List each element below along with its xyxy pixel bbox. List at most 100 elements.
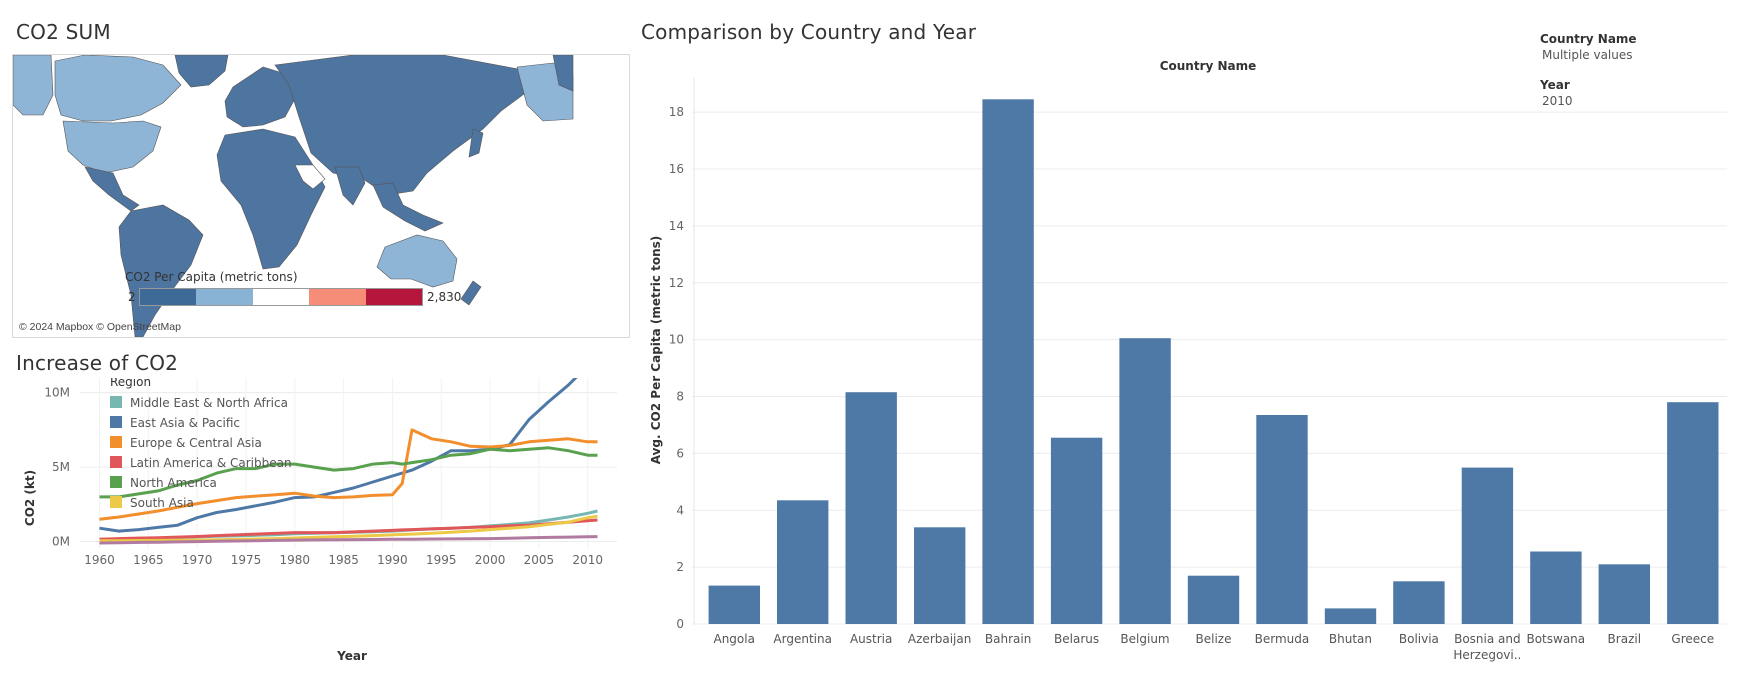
series-line[interactable] [99, 446, 598, 499]
legend-swatch [110, 476, 122, 488]
x-tick-label: Bahrain [985, 632, 1031, 646]
series-line[interactable] [99, 428, 598, 521]
map-region-new-zealand [460, 280, 482, 306]
x-tick-label: 1970 [182, 553, 213, 567]
filter-value[interactable]: Multiple values [1542, 48, 1633, 62]
bar[interactable] [1461, 467, 1514, 624]
line-chart[interactable]: 0M 5M 10M 1960 1965 1970 1975 1980 1985 1990 1995… [0, 378, 630, 673]
bar-panel-title: Comparison by Country and Year [641, 20, 977, 44]
bar[interactable] [1530, 551, 1582, 625]
legend-label[interactable]: South Asia [130, 496, 194, 510]
line-chart-x-ticks: 1960 1965 1970 1975 1980 1985 1990 1995 2000 2005… [84, 553, 603, 567]
series-line[interactable] [99, 535, 598, 545]
line-chart-grid [80, 378, 617, 549]
x-tick-label: Brazil [1608, 632, 1642, 646]
line-chart-x-label: Year [336, 649, 367, 663]
bar-chart[interactable]: Country Name 0 2 4 6 8 10 12 14 16 18 Angola Argen… [640, 56, 1730, 674]
bar[interactable] [1256, 415, 1308, 624]
map-region-india [334, 166, 366, 206]
y-tick-label: 6 [676, 446, 684, 460]
y-tick-label: 16 [669, 162, 684, 176]
x-tick-label: Bermuda [1255, 632, 1310, 646]
y-tick-label: 10M [44, 386, 70, 400]
x-tick-label: 2005 [524, 553, 555, 567]
x-tick-label: Austria [850, 632, 892, 646]
filter-country[interactable]: Country Name Multiple values [1540, 32, 1730, 62]
bar[interactable] [982, 99, 1034, 625]
bar-chart-y-label: Avg. CO2 Per Capita (metric tons) [649, 236, 663, 465]
series-line[interactable] [99, 514, 598, 543]
choropleth-map[interactable]: CO2 Per Capita (metric tons) 2 2,830 © 2… [12, 54, 630, 338]
bar[interactable] [845, 392, 897, 624]
x-tick-label: Greece [1671, 632, 1714, 646]
legend-label[interactable]: North America [130, 476, 217, 490]
x-tick-label: 1995 [426, 553, 457, 567]
x-tick-label: Bolivia [1399, 632, 1439, 646]
map-region-europe [224, 66, 298, 128]
legend-swatch [110, 456, 122, 468]
x-tick-label: Bhutan [1329, 632, 1372, 646]
legend-swatch [309, 289, 366, 305]
map-region-mexico [84, 166, 140, 212]
legend-label[interactable]: East Asia & Pacific [130, 416, 240, 430]
y-tick-label: 0M [52, 535, 70, 549]
legend-swatch [140, 289, 197, 305]
legend-label[interactable]: Latin America & Caribbean [130, 456, 292, 470]
legend-swatch [110, 496, 122, 508]
y-tick-label: 12 [669, 276, 684, 290]
bar[interactable] [1324, 608, 1377, 624]
map-legend-min: 2 [128, 290, 136, 304]
region-legend[interactable]: Region Middle East & North Africa East Asi… [110, 378, 292, 510]
legend-swatch [110, 436, 122, 448]
legend-swatch [252, 289, 310, 305]
map-legend-max: 2,830 [427, 290, 462, 304]
x-tick-label: Herzegovi.. [1453, 648, 1521, 662]
x-tick-label: Argentina [773, 632, 832, 646]
filter-panel: Country Name Multiple values Year 2010 [1540, 32, 1730, 124]
map-region-canada [54, 55, 182, 122]
bar[interactable] [1598, 564, 1650, 624]
legend-label[interactable]: Europe & Central Asia [130, 436, 262, 450]
bar[interactable] [1393, 581, 1445, 624]
bar[interactable] [777, 500, 829, 624]
legend-swatch [365, 289, 423, 305]
legend-swatch [110, 416, 122, 428]
bar[interactable] [914, 527, 966, 624]
bar-chart-bars[interactable] [708, 99, 1719, 625]
x-tick-label: Belarus [1054, 632, 1099, 646]
x-tick-label: Bosnia and [1454, 632, 1521, 646]
x-tick-label: Belgium [1120, 632, 1169, 646]
bar[interactable] [1119, 338, 1171, 624]
map-attribution[interactable]: © 2024 Mapbox © OpenStreetMap [19, 321, 181, 333]
bar[interactable] [1667, 402, 1719, 624]
filter-value[interactable]: 2010 [1542, 94, 1573, 108]
series-line[interactable] [99, 378, 598, 533]
bar[interactable] [1050, 437, 1103, 624]
map-panel-title: CO2 SUM [16, 20, 111, 44]
map-region-se-asia [372, 182, 444, 232]
series-line[interactable] [99, 518, 598, 541]
filter-label: Country Name [1540, 32, 1637, 46]
x-tick-label: 1965 [133, 553, 164, 567]
x-tick-label: Angola [713, 632, 754, 646]
y-tick-label: 5M [52, 460, 70, 474]
legend-label[interactable]: Middle East & North Africa [130, 396, 288, 410]
y-tick-label: 14 [669, 219, 684, 233]
map-region-japan [468, 128, 484, 158]
filter-year[interactable]: Year 2010 [1540, 78, 1730, 108]
map-region-alaska [13, 55, 54, 116]
map-region-arabia [294, 164, 326, 190]
legend-swatch [110, 396, 122, 408]
line-chart-series[interactable] [99, 378, 598, 545]
map-region-east-russia [552, 55, 574, 92]
x-tick-label: 2000 [475, 553, 506, 567]
bar[interactable] [1187, 575, 1240, 624]
bar[interactable] [708, 585, 760, 624]
x-tick-label: 1960 [84, 553, 115, 567]
x-tick-label: Azerbaijan [908, 632, 971, 646]
legend-swatch [196, 289, 253, 305]
y-tick-label: 2 [676, 560, 684, 574]
x-tick-label: Belize [1196, 632, 1232, 646]
map-region-greenland [174, 55, 229, 88]
map-legend-gradient[interactable] [139, 288, 423, 306]
